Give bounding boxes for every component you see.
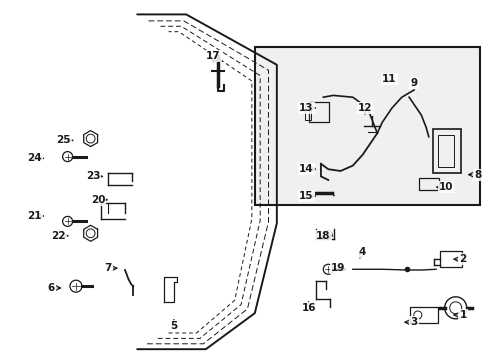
Text: 4: 4 xyxy=(359,247,367,257)
Bar xyxy=(304,104,311,120)
Bar xyxy=(439,135,454,167)
Text: 1: 1 xyxy=(460,310,466,320)
Polygon shape xyxy=(164,278,177,302)
Bar xyxy=(309,102,328,122)
Text: 23: 23 xyxy=(86,171,100,181)
Text: 12: 12 xyxy=(358,103,372,113)
Text: 25: 25 xyxy=(56,135,71,145)
Text: 5: 5 xyxy=(171,321,177,331)
Text: 17: 17 xyxy=(206,51,220,61)
Text: 8: 8 xyxy=(474,170,481,180)
Text: 15: 15 xyxy=(299,191,314,201)
Bar xyxy=(410,307,438,323)
Bar xyxy=(255,47,480,205)
Bar xyxy=(419,177,439,190)
Text: 6: 6 xyxy=(48,283,55,293)
Text: 24: 24 xyxy=(27,153,42,163)
Text: 2: 2 xyxy=(460,254,466,264)
Text: 22: 22 xyxy=(51,231,66,241)
Bar xyxy=(434,129,462,173)
Text: 16: 16 xyxy=(301,303,316,313)
Text: 13: 13 xyxy=(299,103,314,113)
Text: 21: 21 xyxy=(27,211,42,221)
Text: 3: 3 xyxy=(411,317,417,327)
Text: 9: 9 xyxy=(411,78,417,88)
Text: 19: 19 xyxy=(331,263,345,273)
Text: 20: 20 xyxy=(91,195,105,205)
Text: 18: 18 xyxy=(316,231,331,241)
Text: 11: 11 xyxy=(382,74,397,84)
Text: 14: 14 xyxy=(299,164,314,174)
Text: 7: 7 xyxy=(104,263,112,273)
Text: 10: 10 xyxy=(439,182,453,192)
Bar xyxy=(441,251,463,267)
